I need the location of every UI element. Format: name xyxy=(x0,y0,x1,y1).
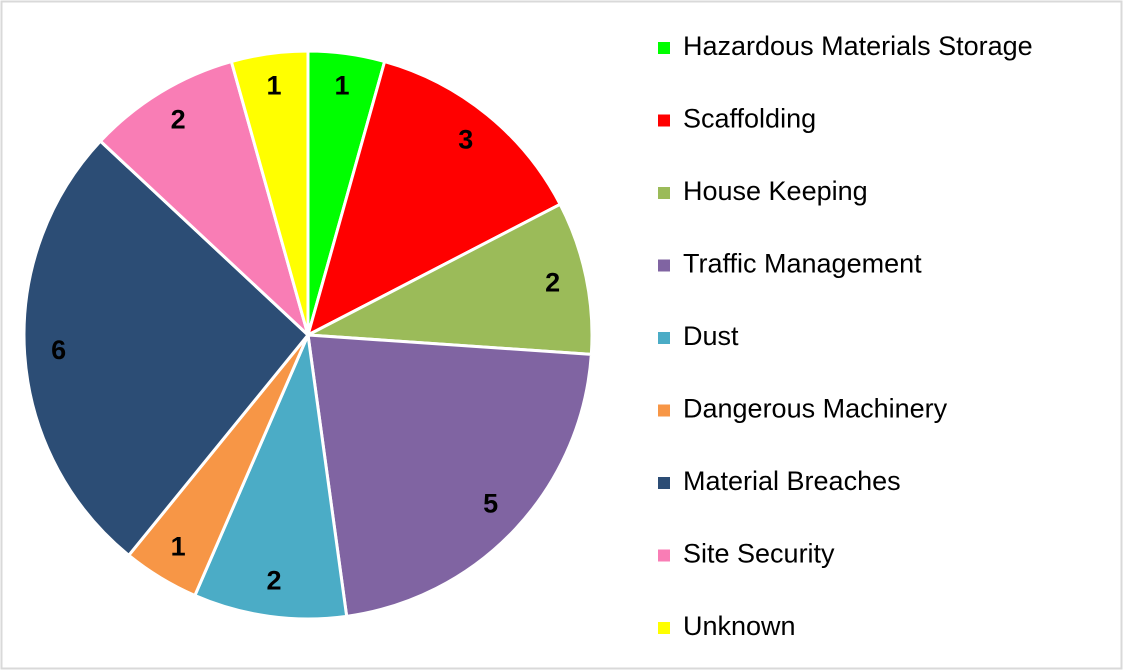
data-label: 2 xyxy=(171,105,186,135)
legend-label: Material Breaches xyxy=(683,466,901,496)
legend-swatch xyxy=(658,404,670,417)
data-label: 6 xyxy=(51,335,66,365)
legend-swatch xyxy=(658,259,670,272)
pie-slice xyxy=(306,333,593,618)
pie-slice xyxy=(22,139,310,557)
legend-swatch xyxy=(658,477,670,489)
data-label: 2 xyxy=(266,566,281,596)
data-label: 3 xyxy=(458,124,473,154)
legend-label: House Keeping xyxy=(683,176,868,206)
legend-label: Hazardous Materials Storage xyxy=(683,31,1033,61)
legend-label: Site Security xyxy=(683,539,835,569)
legend-label: Dust xyxy=(683,321,739,351)
pie-slice xyxy=(193,333,349,621)
data-label: 1 xyxy=(171,532,186,562)
legend-label: Traffic Management xyxy=(683,249,922,279)
legend-swatch xyxy=(658,42,670,54)
legend-swatch xyxy=(658,549,670,562)
pie-slice xyxy=(98,60,310,337)
legend-label: Dangerous Machinery xyxy=(683,394,948,424)
legend-swatch xyxy=(658,622,670,634)
legend-swatch xyxy=(658,114,670,127)
legend-label: Unknown xyxy=(683,611,796,641)
pie-slice xyxy=(229,49,310,337)
pie-slice xyxy=(306,202,594,356)
data-label: 5 xyxy=(483,489,498,519)
legend-swatch xyxy=(658,332,670,344)
pie-slice xyxy=(306,60,562,337)
data-label: 2 xyxy=(545,267,560,297)
data-label: 1 xyxy=(266,71,281,101)
data-label: 1 xyxy=(335,71,350,101)
legend-swatch xyxy=(658,187,670,199)
legend-label: Scaffolding xyxy=(683,104,816,134)
